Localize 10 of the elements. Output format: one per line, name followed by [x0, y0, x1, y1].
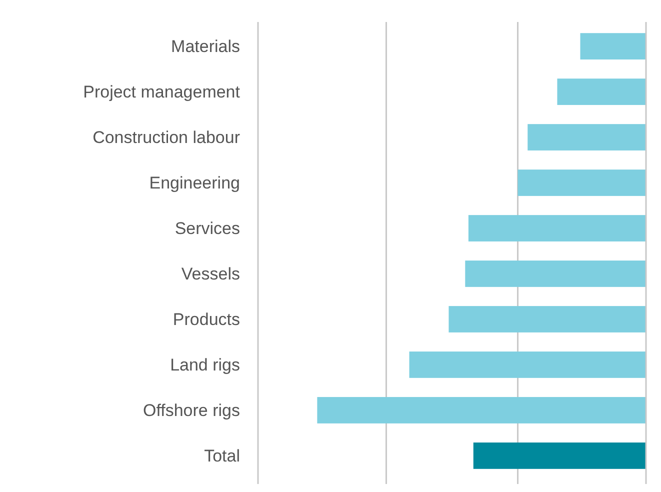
y-tick-label: Land rigs	[170, 356, 240, 375]
y-tick-label: Services	[174, 219, 240, 238]
y-tick-label: Engineering	[149, 174, 240, 193]
y-tick-label: Total	[204, 446, 240, 466]
y-tick-label: Materials	[171, 37, 240, 56]
y-tick-label: Vessels	[181, 264, 240, 284]
y-tick-label: Offshore rigs	[142, 401, 240, 420]
y-tick-label: Project management	[83, 82, 240, 102]
y-tick-label: Construction labour	[92, 128, 240, 148]
y-tick-label: Products	[172, 310, 240, 330]
